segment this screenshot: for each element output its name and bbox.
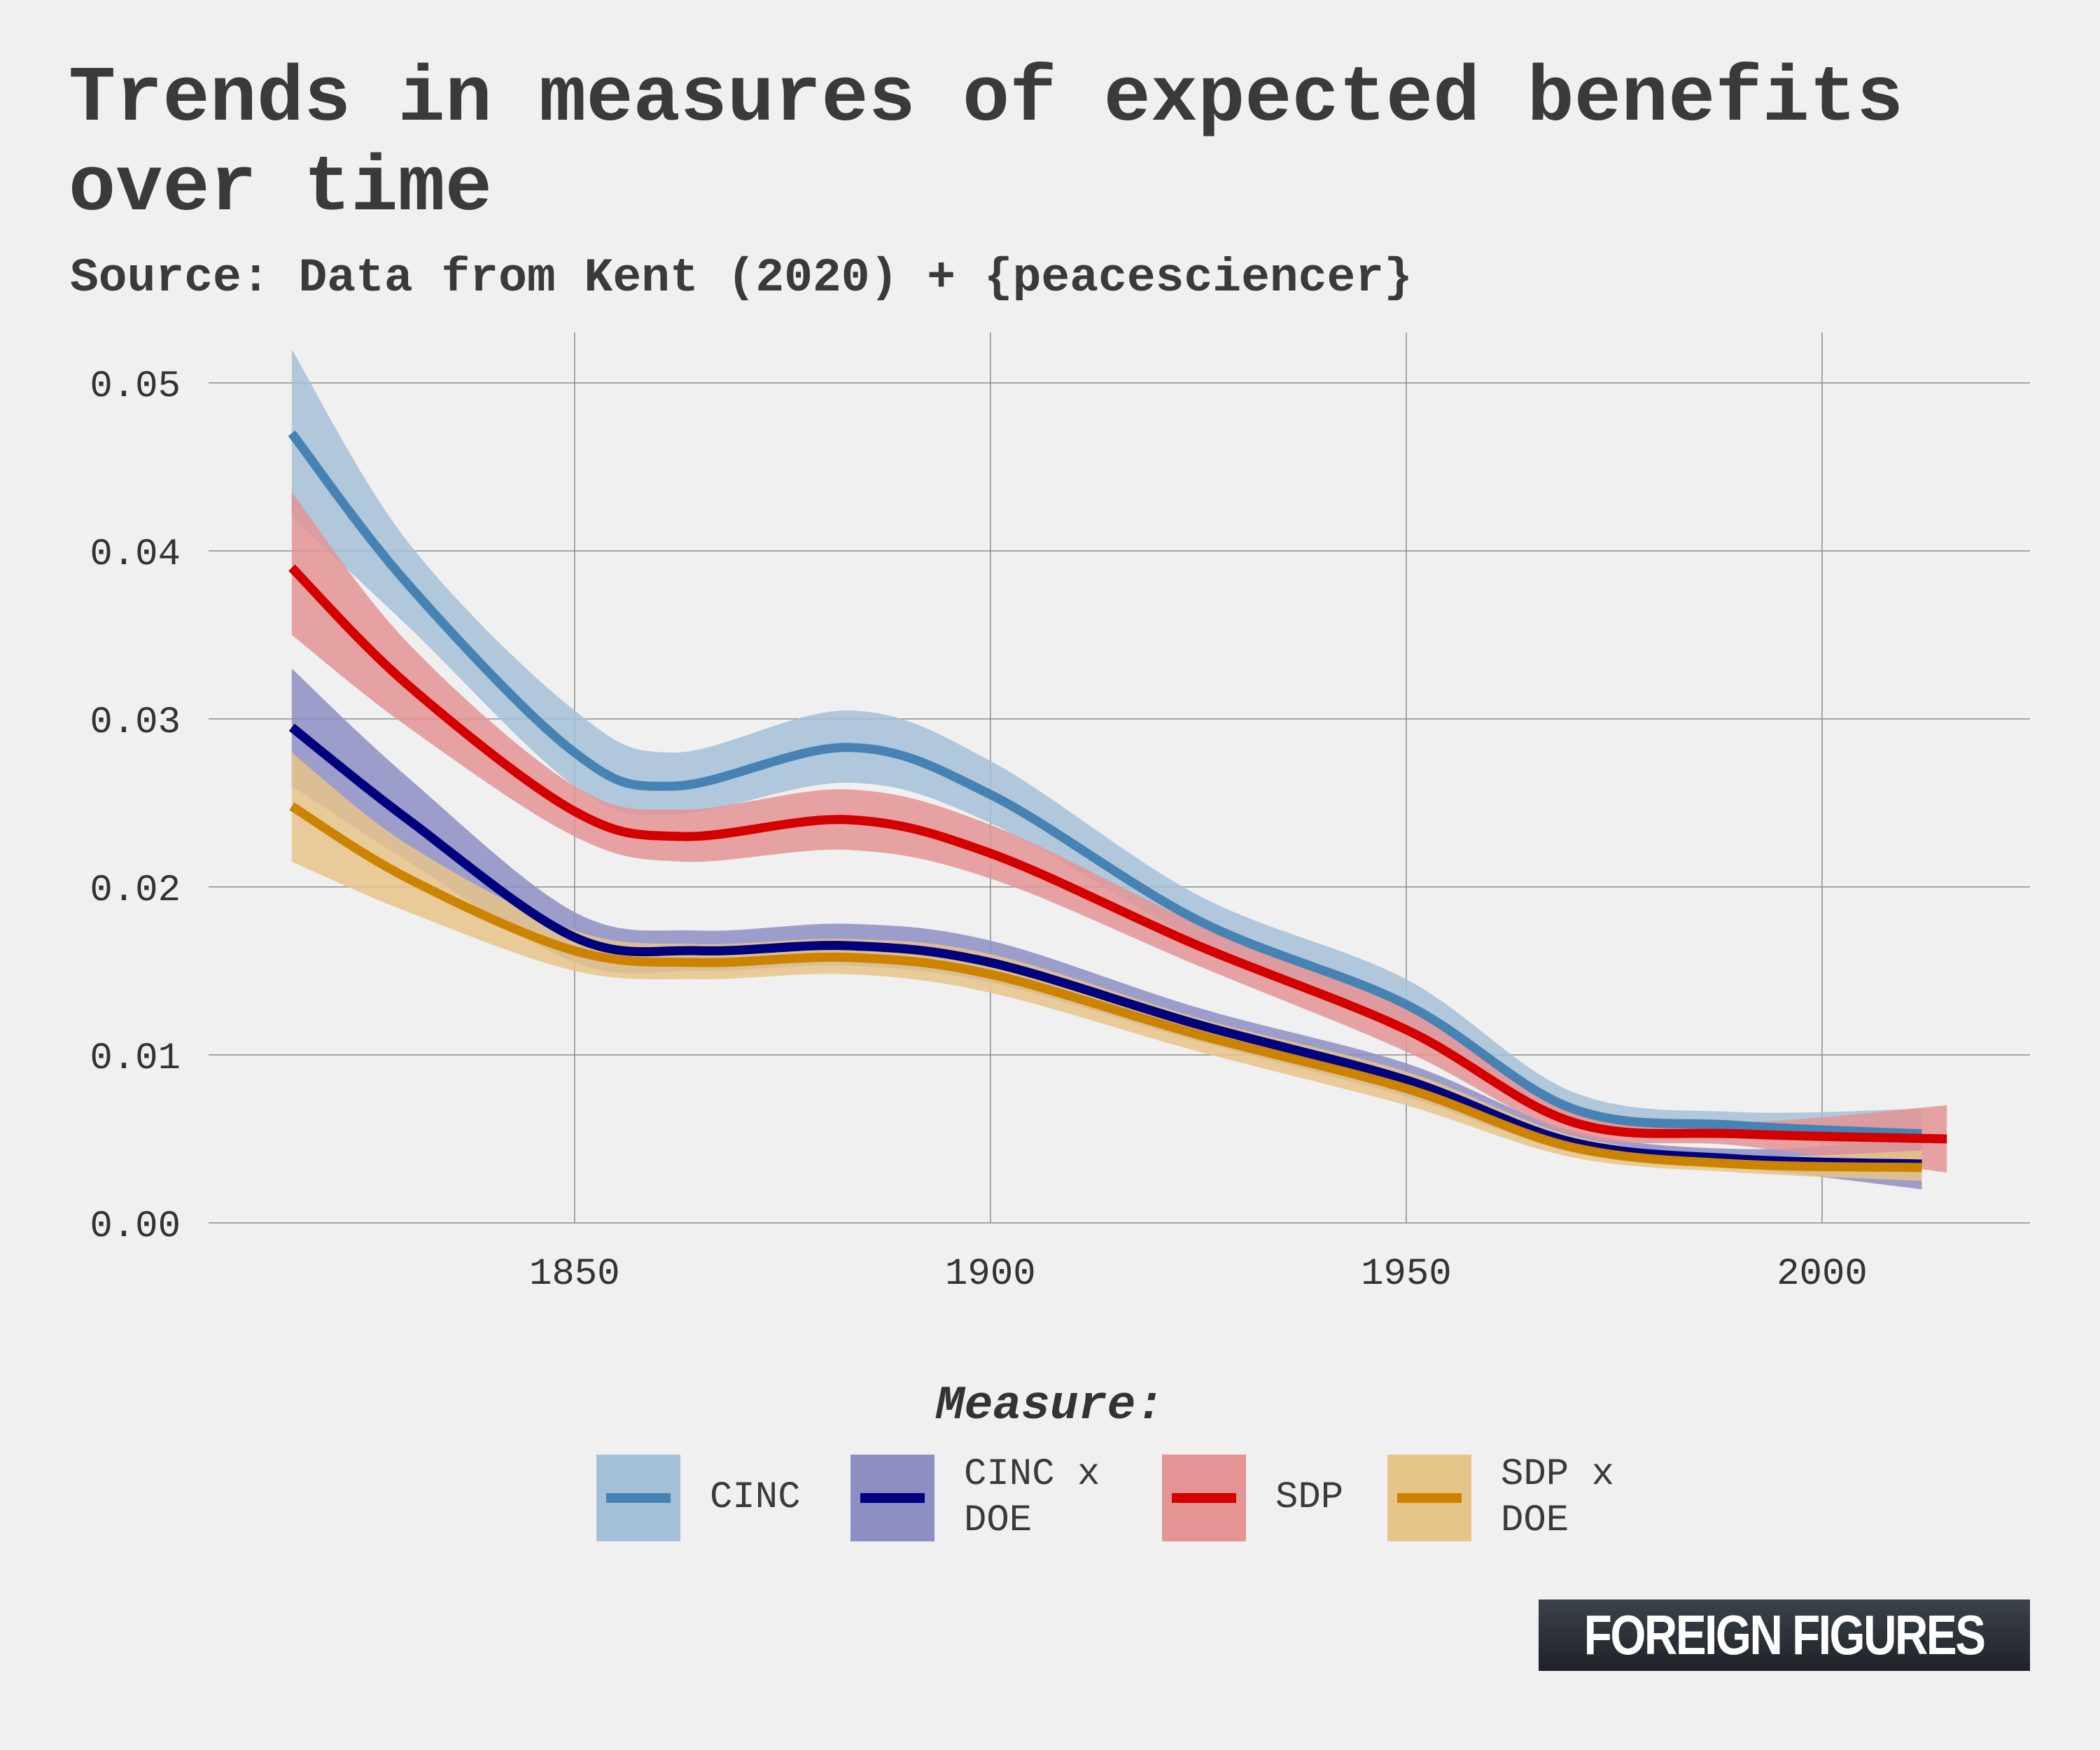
- line-cinc-x-doe: [288, 723, 1922, 1169]
- legend-label-cinc-x-doe: CINC x DOE: [964, 1453, 1100, 1542]
- x-tick-label: 1900: [945, 1253, 1036, 1296]
- confidence-bands: [291, 349, 1947, 1189]
- legend-label-sdp-x-doe: SDP x DOE: [1501, 1453, 1615, 1542]
- x-tick-label: 1950: [1361, 1253, 1452, 1296]
- legend-key-cinc: [596, 1455, 680, 1541]
- legend-line: [606, 1493, 671, 1503]
- series-lines: [288, 430, 1947, 1172]
- legend-key-cinc-x-doe: [850, 1455, 934, 1541]
- legend-line: [860, 1493, 925, 1503]
- legend-item-sdp: SDP: [1162, 1455, 1343, 1541]
- legend-line: [1172, 1493, 1236, 1503]
- line-sdp: [288, 564, 1947, 1144]
- legend-label-cinc: CINC: [710, 1476, 801, 1519]
- legend-title: Measure:: [935, 1379, 1165, 1433]
- chart-subtitle: Source: Data from Kent (2020) + {peacesc…: [70, 251, 1413, 305]
- legend-item-sdp-x-doe: SDP x DOE: [1387, 1453, 1615, 1542]
- legend-item-cinc-x-doe: CINC x DOE: [850, 1453, 1100, 1542]
- line-cinc: [288, 430, 1922, 1139]
- y-tick-label: 0.00: [90, 1205, 181, 1248]
- x-tick-label: 2000: [1777, 1253, 1868, 1296]
- y-tick-label: 0.05: [90, 365, 181, 408]
- legend-key-sdp-x-doe: [1387, 1455, 1471, 1541]
- band-sdp-x-doe: [291, 752, 1922, 1181]
- y-tick-label: 0.03: [90, 701, 181, 744]
- band-cinc-x-doe: [291, 668, 1922, 1189]
- legend-line: [1397, 1493, 1462, 1503]
- line-sdp-x-doe: [289, 802, 1922, 1172]
- y-tick-label: 0.01: [90, 1037, 181, 1080]
- x-axis-tick-labels: 1850 1900 1950 2000: [529, 1253, 1868, 1296]
- brand-logo-text: FOREIGN FIGURES: [1584, 1604, 1986, 1666]
- line-chart: 1850 1900 1950 2000 0.000.010.020.030.040.0…: [90, 332, 2030, 1296]
- band-cinc: [291, 349, 1922, 1153]
- y-axis-tick-labels: 0.00 0.01 0.02 0.03 0.04 0.05: [90, 365, 181, 1248]
- chart-title: Trends in measures of expected benefits …: [69, 55, 1904, 233]
- y-tick-label: 0.02: [90, 869, 181, 912]
- legend-item-cinc: CINC: [596, 1455, 801, 1541]
- band-sdp: [291, 492, 1947, 1172]
- brand-logo: FOREIGN FIGURES: [1539, 1600, 2030, 1671]
- x-tick-label: 1850: [529, 1253, 620, 1296]
- legend-key-sdp: [1162, 1455, 1246, 1541]
- legend-label-sdp: SDP: [1275, 1476, 1344, 1519]
- y-tick-label: 0.04: [90, 533, 181, 576]
